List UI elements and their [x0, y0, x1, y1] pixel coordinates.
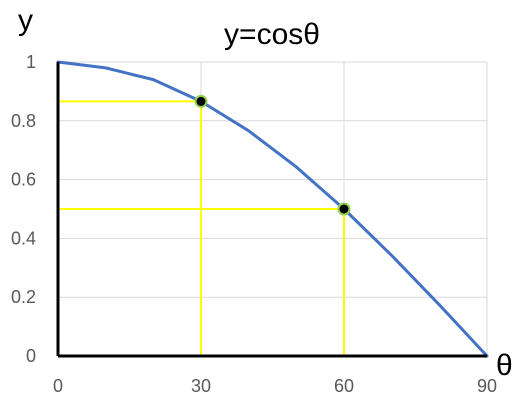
series-layer: [56, 60, 489, 358]
chart-title: y=cosθ: [224, 18, 320, 51]
x-tick-label-1: 30: [191, 376, 211, 396]
y-tick-label-3: 0.6: [11, 170, 36, 190]
y-axis-label: y: [18, 4, 33, 37]
y-tick-label-2: 0.4: [11, 228, 36, 248]
y-tick-label-4: 0.8: [11, 111, 36, 131]
y-tick-label-5: 1: [26, 52, 36, 72]
x-tick-label-2: 60: [334, 376, 354, 396]
x-axis-label: θ: [496, 349, 513, 382]
x-tick-label-0: 0: [53, 376, 63, 396]
y-tick-label-1: 0.2: [11, 287, 36, 307]
tick-labels: 0 0.2 0.4 0.6 0.8 1 0 30 60 90: [11, 52, 497, 396]
x-tick-label-3: 90: [477, 376, 497, 396]
series-line-0: [56, 60, 489, 358]
guide-lines: [58, 100, 345, 356]
highlight-points: [194, 94, 351, 216]
y-tick-label-0: 0: [26, 346, 36, 366]
axes: [56, 62, 487, 358]
highlight-point-0: [194, 94, 208, 108]
highlight-point-1: [337, 202, 351, 216]
